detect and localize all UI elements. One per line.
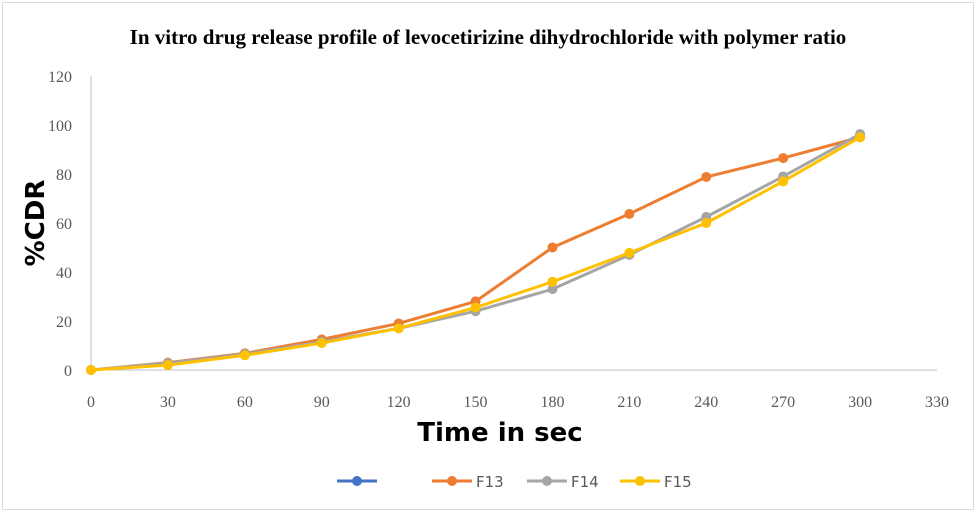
x-tick-label: 120 (387, 394, 411, 411)
y-tick-label: 20 (56, 314, 72, 331)
x-axis-ticks: 0 30 60 90 120 150 180 210 240 270 300 330 (87, 394, 949, 411)
legend-marker (352, 476, 362, 486)
y-tick-label: 0 (64, 363, 72, 380)
data-point (239, 350, 250, 361)
data-point (393, 323, 404, 334)
legend-item-unnamed (337, 476, 377, 486)
data-point (778, 176, 789, 187)
legend-marker (447, 476, 457, 486)
x-tick-label: 30 (160, 394, 176, 411)
y-axis-label: %CDR (21, 180, 51, 267)
data-point (316, 338, 327, 349)
series-line (90, 132, 861, 372)
data-point (547, 284, 558, 295)
legend-marker (542, 476, 552, 486)
legend-label: F13 (476, 473, 504, 491)
x-tick-label: 0 (87, 394, 95, 411)
y-tick-label: 100 (48, 118, 72, 135)
legend-item-f13: F13 (432, 473, 504, 491)
x-tick-label: 150 (464, 394, 488, 411)
y-axis-ticks: 0 20 40 60 80 100 120 (48, 69, 72, 380)
data-point (778, 153, 789, 164)
x-tick-label: 270 (771, 394, 795, 411)
legend-label: F14 (571, 473, 599, 491)
series-line (90, 135, 861, 372)
x-tick-label: 210 (617, 394, 641, 411)
legend: F13 F14 F15 (337, 473, 692, 491)
x-axis-label: Time in sec (417, 418, 582, 448)
data-point (701, 218, 712, 228)
series-group (86, 129, 866, 375)
y-tick-label: 60 (56, 216, 72, 233)
data-point (624, 247, 635, 258)
x-tick-label: 330 (925, 394, 949, 411)
data-point (855, 132, 866, 143)
series-f13 (86, 132, 866, 375)
data-point (624, 208, 635, 219)
x-tick-label: 300 (848, 394, 872, 411)
x-tick-label: 90 (314, 394, 330, 411)
data-point (701, 171, 712, 182)
chart-title: In vitro drug release profile of levocet… (130, 25, 847, 49)
data-point (470, 302, 481, 313)
data-point (547, 276, 558, 287)
y-tick-label: 40 (56, 265, 72, 282)
data-point (86, 365, 96, 375)
x-tick-label: 180 (540, 394, 564, 411)
legend-item-f14: F14 (527, 473, 599, 491)
y-tick-label: 80 (56, 167, 72, 184)
x-tick-label: 240 (694, 394, 718, 411)
legend-label: F15 (664, 473, 692, 491)
series-f15 (86, 132, 866, 375)
data-point (547, 242, 558, 253)
series-line (90, 135, 861, 372)
legend-marker (635, 476, 645, 486)
x-tick-label: 60 (237, 394, 253, 411)
y-tick-label: 120 (48, 69, 72, 86)
data-point (162, 360, 173, 371)
legend-item-f15: F15 (620, 473, 692, 491)
